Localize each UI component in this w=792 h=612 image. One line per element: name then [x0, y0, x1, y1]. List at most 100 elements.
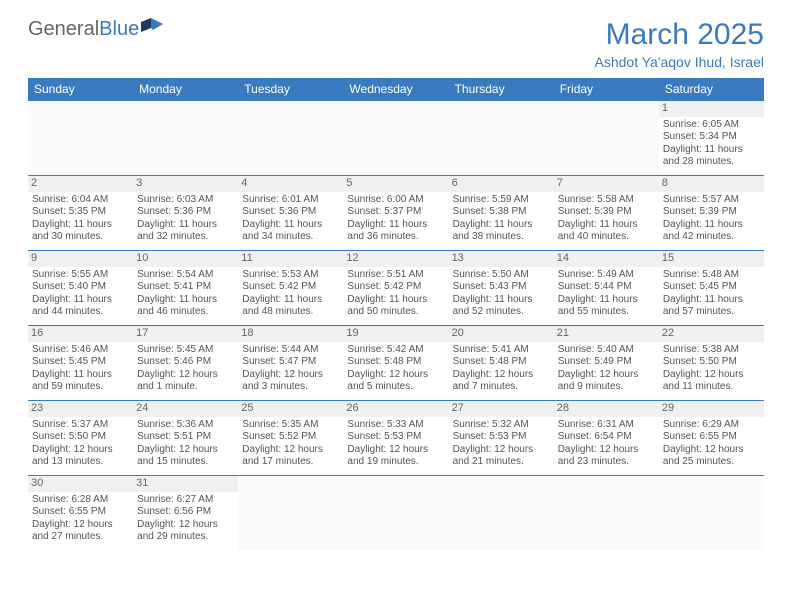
day-number: 17	[133, 326, 238, 342]
daylight-text: and 15 minutes.	[137, 456, 234, 469]
day-number: 15	[659, 251, 764, 267]
sunrise-text: Sunrise: 6:05 AM	[663, 119, 760, 132]
sunrise-text: Sunrise: 6:28 AM	[32, 494, 129, 507]
sunset-text: Sunset: 5:39 PM	[558, 206, 655, 219]
header: GeneralBlue March 2025 Ashdot Ya'aqov Ih…	[28, 18, 764, 70]
sunrise-text: Sunrise: 6:00 AM	[347, 194, 444, 207]
day-number: 20	[449, 326, 554, 342]
day-number: 27	[449, 401, 554, 417]
sunrise-text: Sunrise: 5:50 AM	[453, 269, 550, 282]
day-cell: 10Sunrise: 5:54 AMSunset: 5:41 PMDayligh…	[133, 251, 238, 326]
sunrise-text: Sunrise: 5:51 AM	[347, 269, 444, 282]
sunset-text: Sunset: 5:46 PM	[137, 356, 234, 369]
day-number: 12	[343, 251, 448, 267]
daylight-text: and 3 minutes.	[242, 381, 339, 394]
day-number: 30	[28, 476, 133, 492]
daylight-text: Daylight: 12 hours	[558, 369, 655, 382]
day-number: 7	[554, 176, 659, 192]
day-number: 14	[554, 251, 659, 267]
day-number: 4	[238, 176, 343, 192]
daylight-text: and 7 minutes.	[453, 381, 550, 394]
day-cell: 9Sunrise: 5:55 AMSunset: 5:40 PMDaylight…	[28, 251, 133, 326]
weekday-header: Wednesday	[343, 78, 448, 101]
daylight-text: Daylight: 11 hours	[347, 219, 444, 232]
day-cell: 23Sunrise: 5:37 AMSunset: 5:50 PMDayligh…	[28, 401, 133, 476]
sunrise-text: Sunrise: 5:58 AM	[558, 194, 655, 207]
daylight-text: and 27 minutes.	[32, 531, 129, 544]
calendar-body: 1Sunrise: 6:05 AMSunset: 5:34 PMDaylight…	[28, 101, 764, 551]
daylight-text: Daylight: 12 hours	[32, 519, 129, 532]
daylight-text: Daylight: 11 hours	[663, 294, 760, 307]
daylight-text: and 52 minutes.	[453, 306, 550, 319]
weekday-row: SundayMondayTuesdayWednesdayThursdayFrid…	[28, 78, 764, 101]
day-cell: 30Sunrise: 6:28 AMSunset: 6:55 PMDayligh…	[28, 476, 133, 551]
daylight-text: Daylight: 11 hours	[663, 144, 760, 157]
daylight-text: Daylight: 11 hours	[242, 219, 339, 232]
day-number: 5	[343, 176, 448, 192]
day-cell: 20Sunrise: 5:41 AMSunset: 5:48 PMDayligh…	[449, 326, 554, 401]
calendar-row: 1Sunrise: 6:05 AMSunset: 5:34 PMDaylight…	[28, 101, 764, 176]
sunset-text: Sunset: 5:53 PM	[347, 431, 444, 444]
sunrise-text: Sunrise: 5:32 AM	[453, 419, 550, 432]
daylight-text: and 44 minutes.	[32, 306, 129, 319]
daylight-text: and 21 minutes.	[453, 456, 550, 469]
weekday-header: Thursday	[449, 78, 554, 101]
sunset-text: Sunset: 5:52 PM	[242, 431, 339, 444]
sunset-text: Sunset: 6:54 PM	[558, 431, 655, 444]
day-number: 21	[554, 326, 659, 342]
weekday-header: Monday	[133, 78, 238, 101]
sunset-text: Sunset: 5:37 PM	[347, 206, 444, 219]
sunrise-text: Sunrise: 5:45 AM	[137, 344, 234, 357]
day-cell: 26Sunrise: 5:33 AMSunset: 5:53 PMDayligh…	[343, 401, 448, 476]
sunset-text: Sunset: 5:50 PM	[32, 431, 129, 444]
daylight-text: and 28 minutes.	[663, 156, 760, 169]
day-cell: 12 Sunrise: 5:51 AMSunset: 5:42 PMDayligh…	[343, 251, 448, 326]
daylight-text: Daylight: 11 hours	[663, 219, 760, 232]
sunrise-text: Sunrise: 5:53 AM	[242, 269, 339, 282]
weekday-header: Saturday	[659, 78, 764, 101]
sunset-text: Sunset: 5:45 PM	[663, 281, 760, 294]
day-cell: 21Sunrise: 5:40 AMSunset: 5:49 PMDayligh…	[554, 326, 659, 401]
day-cell: 11Sunrise: 5:53 AMSunset: 5:42 PMDayligh…	[238, 251, 343, 326]
daylight-text: and 23 minutes.	[558, 456, 655, 469]
day-cell: 25Sunrise: 5:35 AMSunset: 5:52 PMDayligh…	[238, 401, 343, 476]
daylight-text: Daylight: 12 hours	[242, 369, 339, 382]
day-number: 24	[133, 401, 238, 417]
sunset-text: Sunset: 5:35 PM	[32, 206, 129, 219]
day-cell: 16Sunrise: 5:46 AMSunset: 5:45 PMDayligh…	[28, 326, 133, 401]
sunrise-text: Sunrise: 5:55 AM	[32, 269, 129, 282]
sunset-text: Sunset: 5:48 PM	[453, 356, 550, 369]
daylight-text: and 25 minutes.	[663, 456, 760, 469]
sunrise-text: Sunrise: 5:54 AM	[137, 269, 234, 282]
day-cell: 13Sunrise: 5:50 AMSunset: 5:43 PMDayligh…	[449, 251, 554, 326]
sunset-text: Sunset: 5:50 PM	[663, 356, 760, 369]
empty-cell	[28, 101, 133, 176]
sunset-text: Sunset: 5:42 PM	[242, 281, 339, 294]
daylight-text: and 17 minutes.	[242, 456, 339, 469]
day-cell: 7Sunrise: 5:58 AMSunset: 5:39 PMDaylight…	[554, 176, 659, 251]
day-number: 10	[133, 251, 238, 267]
daylight-text: Daylight: 11 hours	[32, 369, 129, 382]
sunset-text: Sunset: 5:40 PM	[32, 281, 129, 294]
sunset-text: Sunset: 5:42 PM	[347, 281, 444, 294]
empty-cell	[238, 476, 343, 551]
daylight-text: Daylight: 12 hours	[32, 444, 129, 457]
sunset-text: Sunset: 6:55 PM	[663, 431, 760, 444]
sunset-text: Sunset: 5:34 PM	[663, 131, 760, 144]
day-cell: 17Sunrise: 5:45 AMSunset: 5:46 PMDayligh…	[133, 326, 238, 401]
day-cell: 15Sunrise: 5:48 AMSunset: 5:45 PMDayligh…	[659, 251, 764, 326]
daylight-text: Daylight: 11 hours	[453, 219, 550, 232]
sunrise-text: Sunrise: 5:35 AM	[242, 419, 339, 432]
day-cell: 2Sunrise: 6:04 AMSunset: 5:35 PMDaylight…	[28, 176, 133, 251]
day-number: 9	[28, 251, 133, 267]
calendar-row: 16Sunrise: 5:46 AMSunset: 5:45 PMDayligh…	[28, 326, 764, 401]
daylight-text: Daylight: 12 hours	[663, 369, 760, 382]
day-cell: 19Sunrise: 5:42 AMSunset: 5:48 PMDayligh…	[343, 326, 448, 401]
daylight-text: and 57 minutes.	[663, 306, 760, 319]
day-number: 2	[28, 176, 133, 192]
logo-blue: Blue	[99, 18, 139, 40]
day-number: 23	[28, 401, 133, 417]
sunrise-text: Sunrise: 5:44 AM	[242, 344, 339, 357]
daylight-text: and 13 minutes.	[32, 456, 129, 469]
daylight-text: Daylight: 11 hours	[347, 294, 444, 307]
